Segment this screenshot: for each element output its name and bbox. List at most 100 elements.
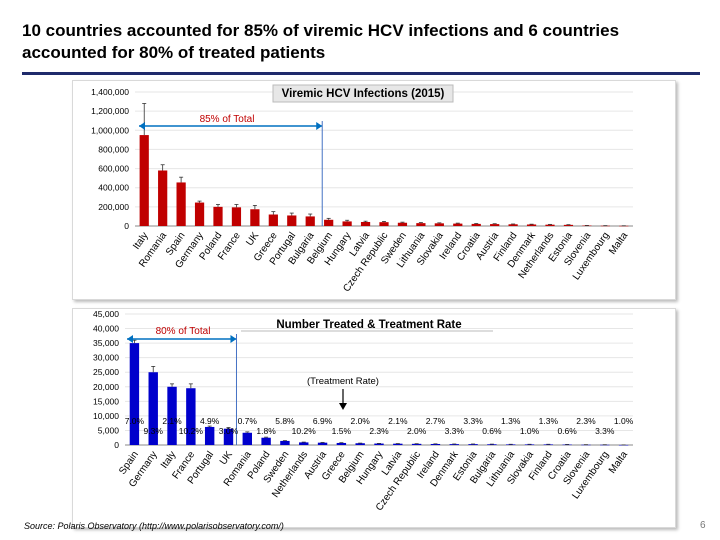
y-tick-label: 800,000: [98, 144, 129, 154]
bar: [305, 216, 315, 226]
rate-value: 0.7%: [238, 416, 258, 426]
bar: [268, 214, 278, 226]
bar: [430, 443, 441, 445]
bar: [360, 221, 371, 226]
rate-value: 1.0%: [614, 416, 634, 426]
bar: [324, 219, 334, 226]
rate-value: 2.0%: [350, 416, 370, 426]
y-tick-label: 5,000: [98, 425, 120, 435]
rate-value: 1.0%: [520, 426, 540, 436]
bar: [524, 444, 535, 445]
y-tick-label: 35,000: [93, 338, 119, 348]
bar: [449, 444, 459, 445]
bar: [287, 215, 297, 226]
rate-value: 7.0%: [125, 416, 145, 426]
y-tick-label: 45,000: [93, 309, 119, 319]
rate-arrow-head: [339, 403, 347, 410]
rate-value: 10.2%: [179, 426, 204, 436]
bar: [250, 209, 260, 226]
rate-value: 2.3%: [369, 426, 389, 436]
bar: [468, 444, 478, 445]
y-tick-label: 200,000: [98, 202, 129, 212]
chart-viremic-svg: 0 200,000 400,000 600,000 800,000 1,000,000 1,…: [91, 84, 633, 294]
chart-title: Viremic HCV Infections (2015): [282, 88, 445, 100]
rate-value: 4.9%: [200, 416, 220, 426]
rate-label: (Treatment Rate): [307, 376, 379, 387]
y-tick-label: 10,000: [93, 411, 119, 421]
rate-value: 3.3%: [463, 416, 483, 426]
rate-value: 2.3%: [576, 416, 596, 426]
rate-value: 1.8%: [256, 426, 276, 436]
bar: [487, 444, 497, 445]
chart-title: Number Treated & Treatment Rate: [276, 319, 461, 331]
bar: [506, 444, 516, 445]
chart-treated-svg: 0 5,000 10,000 15,000 20,000 25,000 30,000 35,0…: [93, 309, 634, 513]
bar: [545, 224, 555, 226]
y-tick-label: 0: [114, 440, 119, 450]
bar: [231, 207, 242, 226]
bar: [379, 222, 389, 226]
rate-value: 10.2%: [292, 426, 317, 436]
bar: [148, 372, 158, 445]
bar: [543, 444, 554, 445]
rate-value: 2.1%: [388, 416, 408, 426]
bar: [416, 223, 426, 226]
x-tick-label: UK: [244, 230, 261, 248]
share-label: 85% of Total: [200, 114, 255, 125]
bar: [471, 223, 481, 226]
slide-title: 10 countries accounted for 85% of viremi…: [22, 21, 620, 62]
rate-value: 3.0%: [219, 426, 239, 436]
bar: [526, 224, 537, 226]
rate-value: 3.3%: [445, 426, 465, 436]
bar: [336, 442, 347, 445]
bar: [167, 386, 177, 445]
rate-value: 5.8%: [275, 416, 295, 426]
bar: [299, 442, 309, 445]
bar: [213, 206, 223, 226]
bar: [563, 224, 574, 226]
share-arrow-head-right: [316, 122, 323, 130]
rate-value: 2.7%: [426, 416, 446, 426]
rate-value: 3.3%: [595, 426, 615, 436]
bar: [280, 440, 290, 445]
y-tick-label: 40,000: [93, 324, 119, 334]
chart-title-box: [272, 84, 454, 103]
chart-number-treated: 0 5,000 10,000 15,000 20,000 25,000 30,000 35,0…: [72, 308, 676, 528]
bar: [242, 432, 252, 445]
x-tick-label: Malta: [607, 230, 630, 257]
share-arrow-head-left: [139, 122, 145, 130]
bar: [176, 182, 186, 226]
bar: [453, 223, 463, 226]
y-tick-label: 25,000: [93, 367, 119, 377]
y-tick-label: 1,200,000: [91, 106, 129, 116]
y-tick-label: 600,000: [98, 164, 129, 174]
bar: [508, 224, 518, 226]
y-tick-label: 1,400,000: [91, 87, 129, 97]
bar: [411, 443, 422, 445]
title-underline: [22, 72, 700, 75]
x-tick-label: UK: [218, 449, 235, 467]
bar: [261, 437, 271, 445]
bar: [186, 388, 196, 445]
rate-value: 1.3%: [539, 416, 559, 426]
bar: [194, 202, 205, 226]
share-arrow-head-left: [127, 335, 133, 343]
bar: [158, 170, 168, 226]
bar: [223, 428, 234, 445]
rate-value: 2.1%: [162, 416, 182, 426]
bar: [490, 224, 500, 226]
y-tick-label: 20,000: [93, 382, 119, 392]
bar: [342, 221, 352, 226]
bar: [355, 443, 365, 445]
y-tick-label: 0: [124, 221, 129, 231]
bar: [317, 442, 328, 445]
rate-value: 6.9%: [313, 416, 333, 426]
bar: [129, 343, 140, 445]
page-number: 6: [700, 520, 706, 531]
bar: [204, 426, 215, 445]
y-tick-label: 15,000: [93, 396, 119, 406]
bar: [393, 443, 403, 445]
rate-value: 2.0%: [407, 426, 427, 436]
bar: [139, 135, 149, 226]
x-tick-label: Malta: [607, 449, 630, 476]
